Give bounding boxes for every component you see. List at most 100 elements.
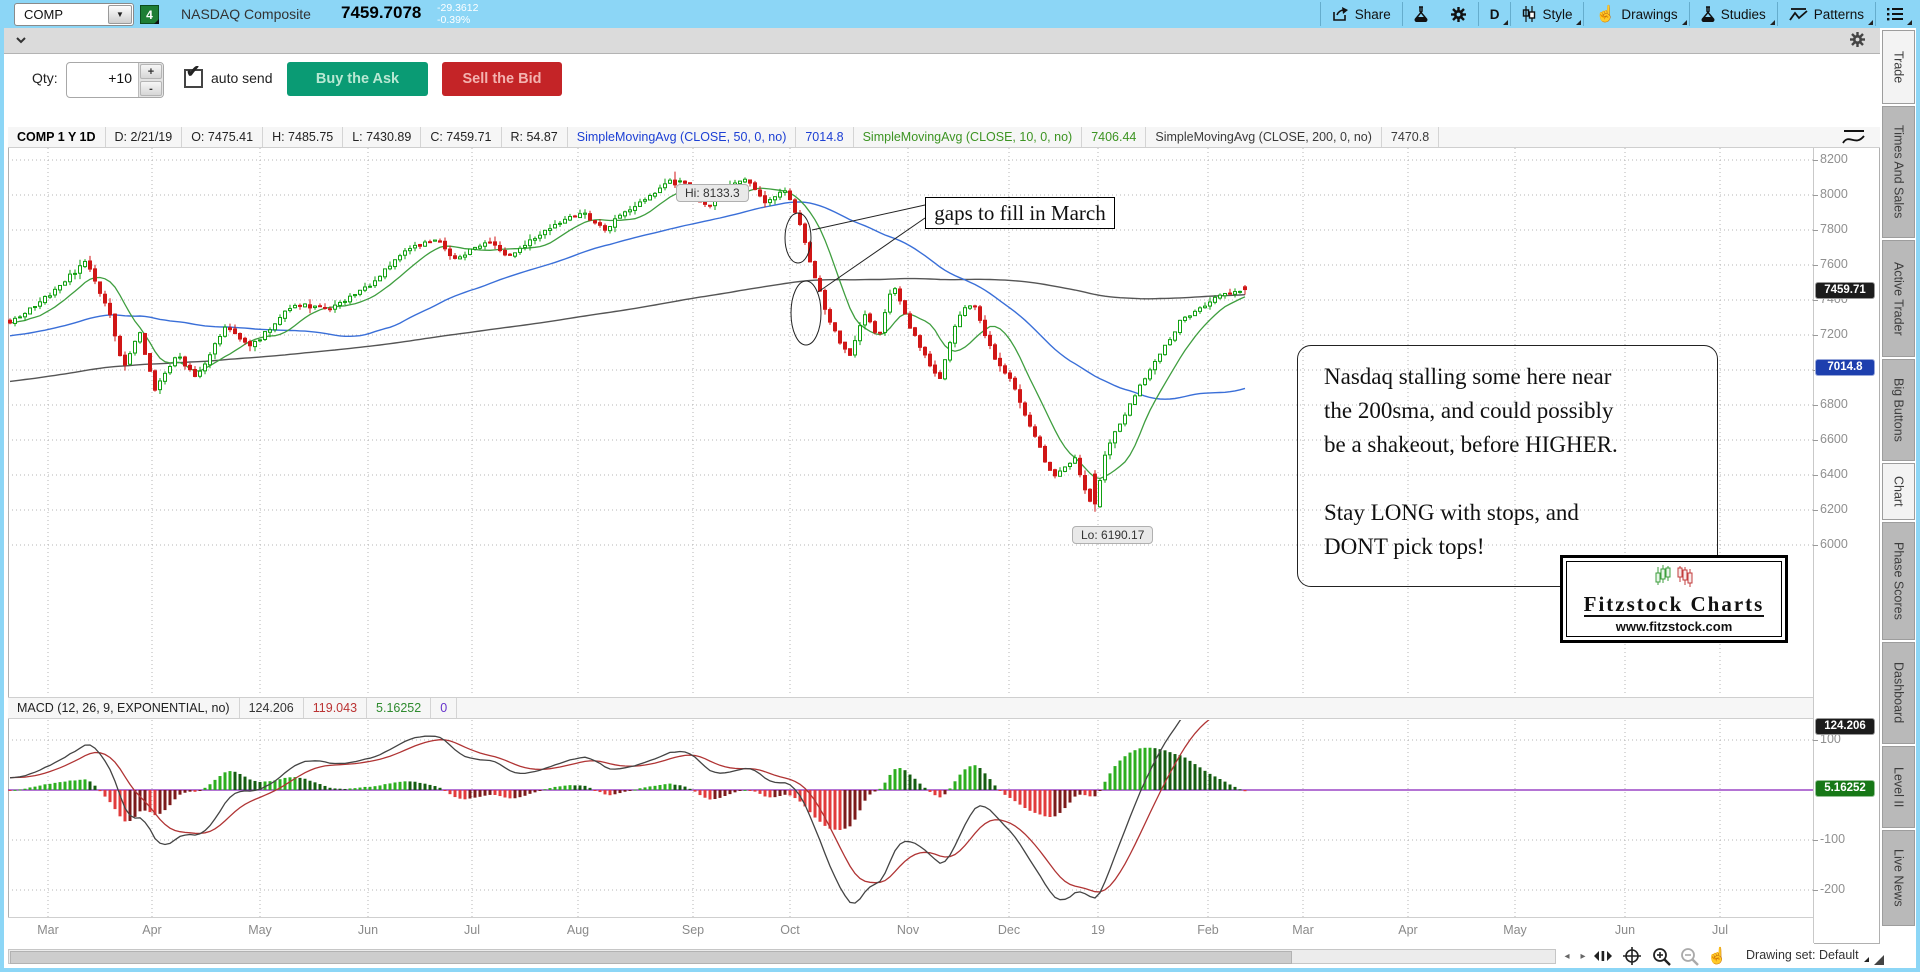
- timeframe-button[interactable]: D: [1479, 0, 1511, 28]
- sidebar-tab-level-ii[interactable]: Level II: [1882, 746, 1915, 828]
- flask-icon: [1701, 6, 1715, 22]
- drawing-set-selector[interactable]: Drawing set: Default: [1746, 948, 1869, 962]
- chart-scrollbar[interactable]: [8, 949, 1556, 964]
- step-back-icon[interactable]: ◂: [1564, 950, 1570, 962]
- study-sma200-label[interactable]: SimpleMovingAvg (CLOSE, 200, 0, no): [1146, 127, 1382, 147]
- price-tick-mark: [1813, 404, 1818, 406]
- price-tick-mark: [1813, 299, 1818, 301]
- sidebar-tab-dashboard[interactable]: Dashboard: [1882, 642, 1915, 744]
- macd-value-line: [9, 720, 1182, 904]
- price-tick-mark: [1813, 159, 1818, 161]
- macd-avg-line: [9, 720, 1210, 893]
- sidebar-tab-active-trader[interactable]: Active Trader: [1882, 240, 1915, 357]
- study-sma50-label[interactable]: SimpleMovingAvg (CLOSE, 50, 0, no): [568, 127, 797, 147]
- sma50-line: [9, 201, 1246, 400]
- macd-tick-mark: [1813, 839, 1818, 841]
- price-tick-label: 6200: [1820, 502, 1848, 516]
- share-icon: [1332, 6, 1349, 22]
- macd-pane[interactable]: [8, 720, 1813, 917]
- gap-circle-annotations[interactable]: [784, 204, 926, 346]
- qty-increment-button[interactable]: +: [140, 64, 162, 79]
- bottom-toolbar: ◀ ◂ ▸ ☝ Drawing set: Default: [4, 946, 1880, 968]
- axis-separator: [1813, 148, 1814, 943]
- sidebar-tab-chart[interactable]: Chart: [1882, 463, 1915, 520]
- step-forward-icon[interactable]: ▸: [1580, 950, 1586, 962]
- study-sma10-label[interactable]: SimpleMovingAvg (CLOSE, 10, 0, no): [854, 127, 1083, 147]
- sidebar-tab-trade[interactable]: Trade: [1882, 30, 1915, 104]
- drawing-set-label: Drawing set: Default: [1746, 948, 1859, 962]
- symbol-dropdown-arrow[interactable]: ▼: [108, 5, 132, 24]
- price-tick-label: 6800: [1820, 397, 1848, 411]
- quantity-value[interactable]: +10: [108, 70, 132, 86]
- separator: [1875, 2, 1876, 26]
- trader-note-annotation[interactable]: Nasdaq stalling some here near the 200sma…: [1297, 345, 1718, 587]
- field-high: H: 7485.75: [263, 127, 344, 147]
- drawings-button[interactable]: ☝ Drawings: [1584, 0, 1688, 28]
- chart-menu-button[interactable]: [1876, 0, 1914, 28]
- separator: [1688, 2, 1690, 26]
- timeframe-value: D: [1489, 6, 1500, 22]
- candles-style-icon: [1522, 6, 1536, 22]
- style-button[interactable]: Style: [1511, 0, 1583, 28]
- symbol-select[interactable]: COMP ▼: [14, 3, 134, 26]
- auto-send-checkbox[interactable]: ✔: [184, 62, 203, 88]
- time-axis-label: Jun: [357, 923, 379, 937]
- macd-study-label[interactable]: MACD (12, 26, 9, EXPONENTIAL, no): [8, 698, 240, 718]
- macd-tick-label: -100: [1820, 832, 1846, 846]
- hand-tool-icon[interactable]: ☝: [1707, 948, 1727, 965]
- sell-bid-button[interactable]: Sell the Bid: [442, 62, 562, 96]
- qty-decrement-button[interactable]: -: [140, 81, 162, 96]
- resize-grip-icon[interactable]: [1874, 955, 1884, 965]
- fitzstock-logo: Fitzstock Charts www.fitzstock.com: [1560, 555, 1788, 643]
- quantity-stepper[interactable]: +10 + -: [66, 62, 164, 98]
- separator: [1583, 2, 1585, 26]
- studies-label: Studies: [1720, 6, 1766, 22]
- patterns-button[interactable]: Patterns: [1778, 0, 1875, 28]
- dropdown-corner-icon: [1907, 20, 1912, 25]
- settings-button[interactable]: [1439, 0, 1478, 28]
- pan-icon[interactable]: [1592, 946, 1614, 966]
- collapse-chevron-icon[interactable]: [14, 33, 28, 47]
- buy-ask-button[interactable]: Buy the Ask: [287, 62, 428, 96]
- macd-gridlines: [8, 720, 1813, 917]
- chart-scrollbar-thumb[interactable]: [10, 951, 1292, 964]
- share-button[interactable]: Share: [1321, 0, 1402, 28]
- high-label: Hi: 8133.3: [676, 184, 749, 202]
- chart-panel: [8, 127, 1880, 944]
- macd-avg-value: 119.043: [304, 698, 368, 718]
- time-axis-label: Jul: [464, 923, 480, 937]
- last-price: 7459.7078: [341, 3, 422, 22]
- chart-header: COMP 1 Y 1D D: 2/21/19 O: 7475.41 H: 748…: [8, 127, 1880, 148]
- line-chart-icon[interactable]: [1840, 129, 1866, 146]
- studies-button[interactable]: Studies: [1690, 0, 1777, 28]
- zoom-in-icon[interactable]: [1650, 946, 1672, 966]
- link-group-badge[interactable]: 4: [140, 5, 159, 24]
- dropdown-corner-icon: [1681, 20, 1687, 25]
- zoom-out-icon[interactable]: [1678, 946, 1700, 966]
- crosshair-icon[interactable]: [1621, 946, 1643, 966]
- price-pane[interactable]: [8, 148, 1813, 696]
- price-tick-label: 8200: [1820, 152, 1848, 166]
- gaps-annotation[interactable]: gaps to fill in March: [925, 197, 1115, 229]
- note-line: [1324, 462, 1717, 496]
- price-tick-label: 6400: [1820, 467, 1848, 481]
- time-axis-label: Dec: [997, 923, 1021, 937]
- share-label: Share: [1354, 6, 1391, 22]
- separator: [1319, 2, 1321, 26]
- logo-url: www.fitzstock.com: [1615, 619, 1733, 634]
- time-axis: Mar Apr May Jun Jul Aug Sep Oct Nov Dec 19 Feb Mar Ap…: [8, 917, 1814, 945]
- candlesticks: [8, 171, 1247, 512]
- sidebar-tab-times-and-sales[interactable]: Times And Sales: [1882, 106, 1915, 238]
- sidebar-tab-live-news[interactable]: Live News: [1882, 830, 1915, 926]
- time-axis-label: Mar: [1292, 923, 1314, 937]
- price-tick-label: 7600: [1820, 257, 1848, 271]
- auto-send-label: auto send: [211, 70, 273, 86]
- sidebar-tab-big-buttons[interactable]: Big Buttons: [1882, 359, 1915, 461]
- flask-icon: [1414, 6, 1428, 22]
- analysis-tools-button[interactable]: [1403, 0, 1439, 28]
- corner-triangle-icon: [154, 19, 159, 24]
- panel-gear-icon[interactable]: [1849, 31, 1866, 48]
- sidebar-tab-phase-scores[interactable]: Phase Scores: [1882, 522, 1915, 640]
- separator: [1776, 2, 1778, 26]
- chart-toolbar: Share D Sty: [1319, 0, 1914, 28]
